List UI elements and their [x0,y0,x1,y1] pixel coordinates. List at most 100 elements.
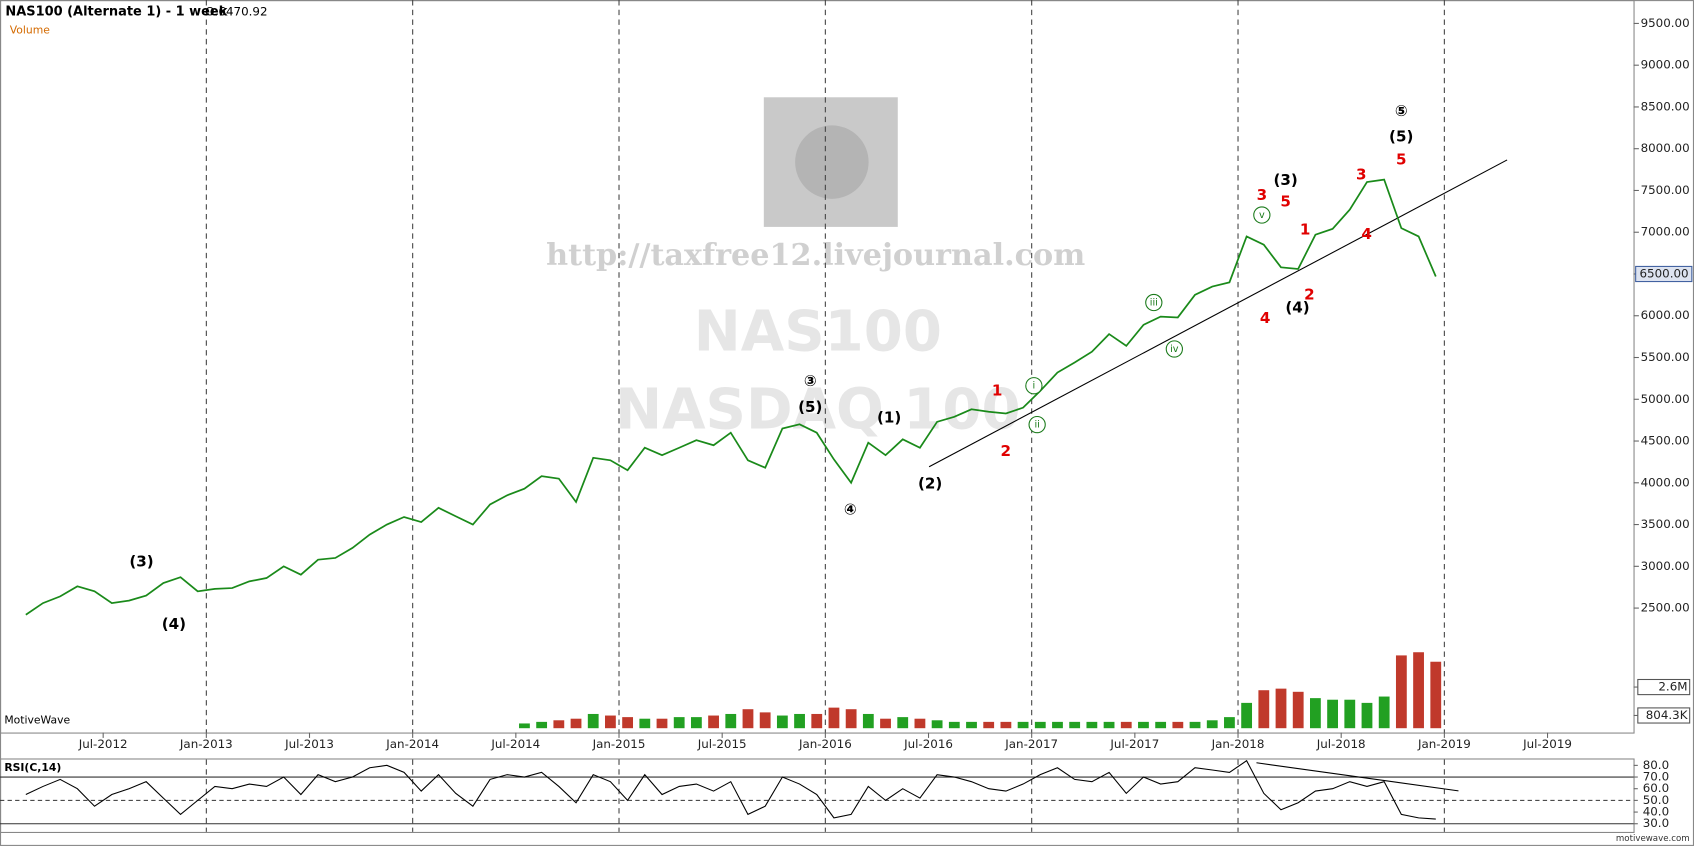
volume-bar [708,715,719,729]
volume-bar [828,707,840,729]
volume-bar [536,721,548,729]
y-tick-label: 7000.00 [1641,225,1690,239]
volume-bar [1155,721,1167,729]
volume-bar [570,718,582,729]
volume-bar [914,718,926,729]
x-tick-label: Jul-2015 [697,737,747,751]
volume-bar [1189,721,1201,729]
x-tick-label: Jan-2017 [1004,737,1058,751]
volume-bar [1224,717,1235,729]
volume-bar [1120,721,1132,729]
wave-label: (3) [129,552,153,570]
volume-bar [1327,699,1338,729]
wave-label: ③ [804,372,817,390]
volume-bar [1138,721,1149,729]
y-tick-label: 60.0 [1643,781,1669,795]
rsi-panel [0,758,1635,833]
volume-bar [1361,702,1373,729]
rsi-title: RSI(C,14) [4,761,61,774]
volume-bar [1086,721,1098,729]
volume-bar [794,713,805,729]
volume-bar [605,715,616,729]
volume-bar [1258,690,1270,729]
watermark-name: NASDAQ 100 [615,377,1021,442]
wave-label: 5 [1396,150,1407,168]
wave-label: 4 [1260,309,1271,327]
y-tick-label: 2500.00 [1641,601,1690,615]
y-tick-label: 2.6M [1658,680,1687,694]
x-tick-label: Jan-2016 [798,737,852,751]
x-tick-label: Jul-2017 [1109,737,1159,751]
volume-bar [966,721,977,729]
wave-label: (4) [1285,298,1309,316]
price-panel [0,0,1635,734]
x-tick-label: Jan-2015 [592,737,646,751]
x-tick-label: Jan-2019 [1417,737,1471,751]
x-tick-label: Jan-2018 [1211,737,1265,751]
volume-bar [759,712,771,729]
y-tick-label: 8500.00 [1641,99,1690,113]
volume-bar [639,718,651,729]
y-tick-label: 40.0 [1643,805,1669,819]
wave-label: (3) [1273,171,1297,189]
x-tick-label: Jul-2016 [903,737,953,751]
wave-circle [1025,377,1043,395]
y-tick-label: 9000.00 [1641,58,1690,72]
y-tick-label: 8000.00 [1641,141,1690,155]
volume-bar [1000,721,1012,729]
x-tick-label: Jan-2014 [385,737,439,751]
y-tick-label: 804.3K [1646,708,1689,722]
y-tick-label: 30.0 [1643,816,1669,830]
wave-label: 3 [1257,186,1268,204]
volume-bar [1430,661,1442,729]
volume-bar [1309,698,1321,729]
volume-bar [622,717,634,729]
wave-labels: (3) (4) ③ (5) ④ (1) (2) (3) (4) ⑤ (5) 1 … [129,102,1413,633]
wave-label: 1 [1300,221,1311,239]
volume-bar [1378,696,1390,729]
volume-bar [811,713,823,729]
wave-circle [1253,206,1271,224]
open-price: O:6470.92 [205,4,267,18]
wave-label: i [1033,381,1036,392]
wave-label: 2 [1304,285,1315,303]
wave-label: v [1259,210,1265,221]
volume-bar [880,718,891,729]
y-tick-label: 3000.00 [1641,559,1690,573]
wave-label: 1 [992,382,1003,400]
y-tick-label: 7500.00 [1641,183,1690,197]
wave-label: 2 [1001,442,1012,460]
wave-label: (5) [1389,128,1413,146]
wave-label: 5 [1280,193,1291,211]
wave-label: (2) [918,475,942,493]
volume-bar [1241,702,1253,729]
y-tick-label: 4000.00 [1641,475,1690,489]
source: MotiveWave [4,714,70,727]
wave-label: iii [1150,298,1158,309]
volume-bar [1052,721,1063,729]
watermark-photo-face [795,125,869,199]
marks [25,178,1442,820]
watermark-symbol: NAS100 [694,300,942,365]
volume-bar [673,717,685,729]
volume-bar [1034,721,1046,729]
volume-bar [845,709,857,729]
volume-bar [656,718,668,729]
volume-bar [1292,691,1304,729]
trendline [928,159,1508,468]
last-price-box [1635,265,1693,283]
volume-bar [776,715,788,729]
volume-bar [948,721,960,729]
wave-label: (1) [877,409,901,427]
wave-label: iv [1170,344,1179,355]
volume-bar [1069,721,1081,729]
wave-label: (5) [798,398,822,416]
x-tick-label: Jul-2013 [284,737,334,751]
wave-label: 3 [1356,166,1367,184]
volume-bar [1413,652,1424,729]
y-tick-label: 5500.00 [1641,350,1690,364]
volume-bar [690,717,702,729]
